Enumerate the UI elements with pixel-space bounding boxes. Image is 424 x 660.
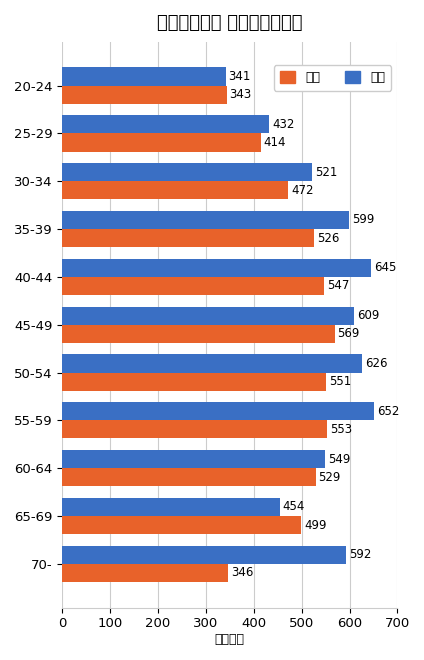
Bar <box>62 325 335 343</box>
Text: 343: 343 <box>229 88 251 101</box>
Text: 645: 645 <box>374 261 396 275</box>
Bar <box>62 516 301 534</box>
Text: 569: 569 <box>338 327 360 341</box>
Bar <box>62 211 349 229</box>
Bar <box>62 306 354 325</box>
Text: 652: 652 <box>377 405 400 418</box>
Text: 499: 499 <box>304 519 326 531</box>
Bar <box>62 468 315 486</box>
Bar <box>62 259 371 277</box>
Text: 521: 521 <box>315 166 337 179</box>
Bar <box>62 115 269 133</box>
Bar <box>62 229 314 248</box>
Text: 551: 551 <box>329 375 351 388</box>
X-axis label: （万円）: （万円） <box>215 633 245 646</box>
Bar <box>62 546 346 564</box>
Bar <box>62 133 260 152</box>
Text: 526: 526 <box>317 232 339 245</box>
Text: 599: 599 <box>352 213 374 226</box>
Bar <box>62 163 312 182</box>
Text: 432: 432 <box>272 118 294 131</box>
Text: 346: 346 <box>231 566 253 579</box>
Legend: 女性, 男性: 女性, 男性 <box>274 65 391 90</box>
Bar <box>62 564 228 582</box>
Bar <box>62 182 288 199</box>
Text: 549: 549 <box>328 453 350 465</box>
Text: 592: 592 <box>349 548 371 561</box>
Bar <box>62 86 226 104</box>
Bar <box>62 498 280 516</box>
Text: 547: 547 <box>327 279 349 292</box>
Text: 529: 529 <box>318 471 341 484</box>
Bar <box>62 67 226 86</box>
Text: 553: 553 <box>330 423 352 436</box>
Text: 472: 472 <box>291 184 314 197</box>
Text: 414: 414 <box>263 136 286 149</box>
Title: 男女・年齢別 薬剤師平均年収: 男女・年齢別 薬剤師平均年収 <box>157 14 303 32</box>
Bar <box>62 354 362 372</box>
Bar <box>62 450 325 468</box>
Bar <box>62 420 327 438</box>
Text: 341: 341 <box>229 70 251 83</box>
Bar <box>62 277 324 295</box>
Text: 609: 609 <box>357 309 379 322</box>
Text: 454: 454 <box>282 500 305 513</box>
Text: 626: 626 <box>365 357 388 370</box>
Bar <box>62 372 326 391</box>
Bar <box>62 402 374 420</box>
